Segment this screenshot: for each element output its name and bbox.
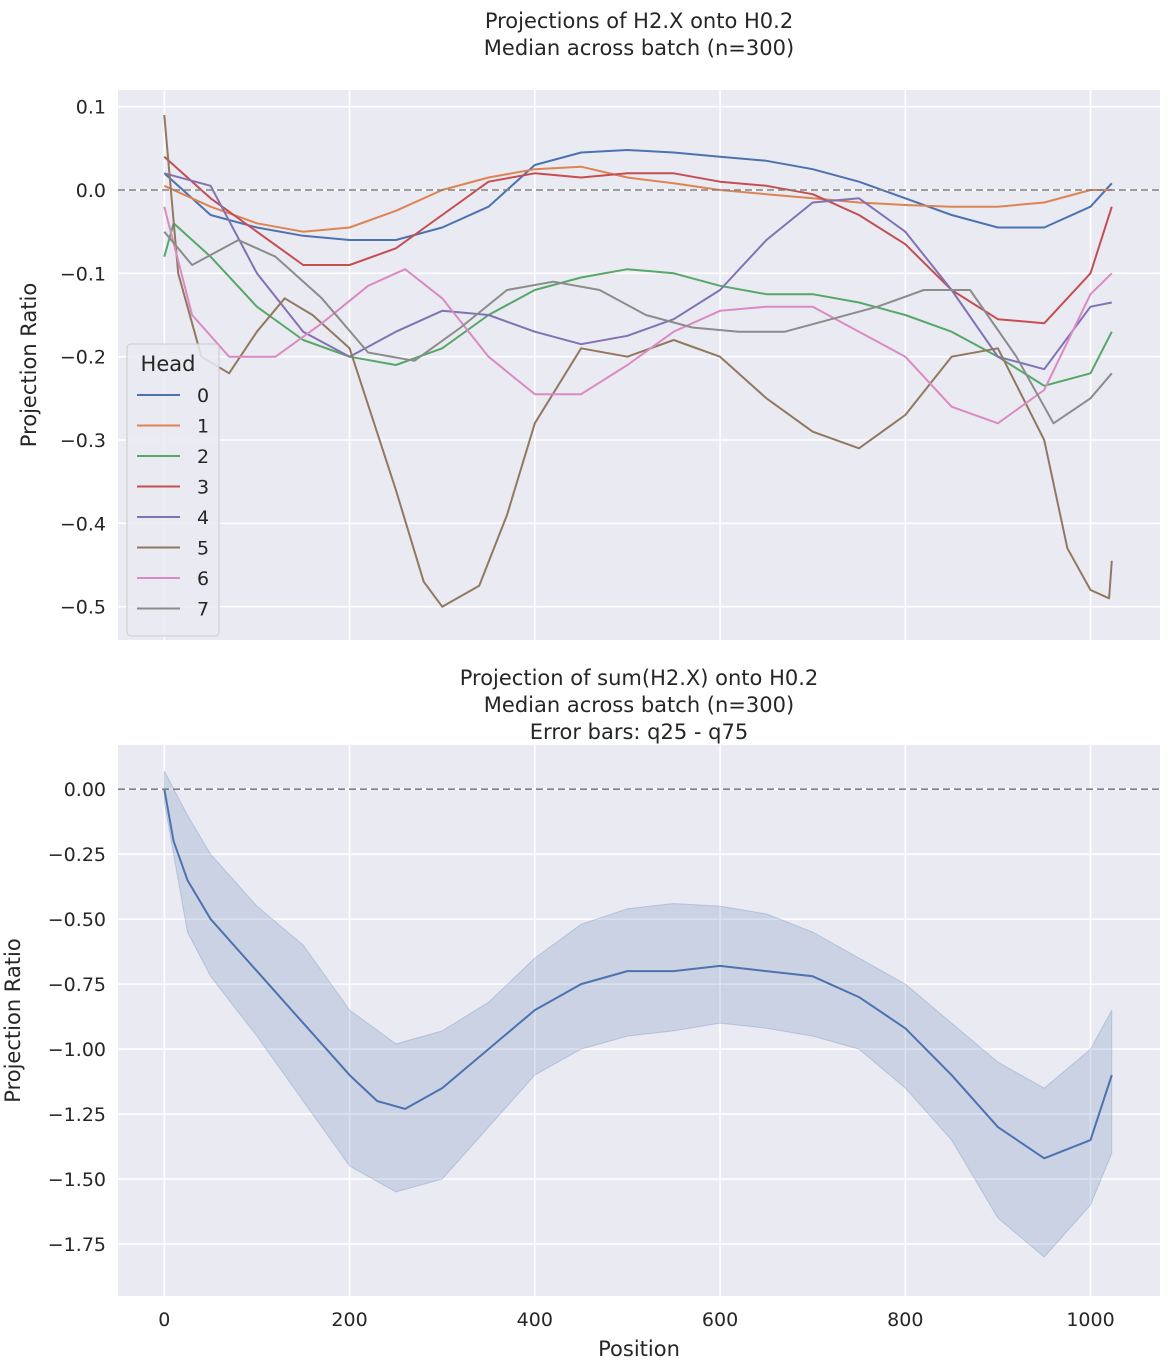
chart-title-line: Projection of sum(H2.X) onto H0.2	[460, 666, 819, 690]
legend-entry-label: 7	[197, 599, 209, 621]
x-tick-label: 800	[887, 1309, 923, 1331]
y-tick-label: −1.50	[48, 1169, 106, 1191]
plot-area	[118, 745, 1160, 1296]
legend-title: Head	[141, 352, 196, 376]
y-tick-label: −0.75	[48, 974, 106, 996]
error-band-q25-q75	[163, 770, 1113, 1258]
plot-content	[118, 770, 1160, 1258]
x-tick-label: 0	[158, 1309, 170, 1331]
plot-content	[118, 114, 1160, 608]
chart-title-line: Median across batch (n=300)	[484, 693, 794, 717]
legend-entry-label: 6	[197, 568, 209, 590]
series-line-head-6	[163, 206, 1113, 425]
y-tick-label: −0.50	[48, 909, 106, 931]
y-tick-label: −0.3	[60, 430, 106, 452]
x-tick-label: 1000	[1066, 1309, 1114, 1331]
y-tick-label: −0.5	[60, 597, 106, 619]
series-line-head-4	[164, 172, 1112, 371]
y-tick-label: −0.25	[48, 844, 106, 866]
chart-title-line: Error bars: q25 - q75	[530, 720, 748, 744]
x-tick-label: 600	[702, 1309, 738, 1331]
y-axis-label: Projection Ratio	[17, 283, 41, 447]
series-line-head-0	[163, 149, 1113, 241]
series-line-head-3	[163, 155, 1113, 325]
chart-panel-0: 0.1 0.0 −0.1 −0.2 −0.3 −0.4 −0.5 Projections of…	[17, 9, 1160, 640]
x-tick-label: 400	[517, 1309, 553, 1331]
y-tick-label: −0.1	[60, 263, 106, 285]
y-tick-label: 0.1	[76, 97, 106, 119]
y-tick-label: −1.25	[48, 1104, 106, 1126]
legend-entry-label: 4	[197, 507, 209, 529]
chart-panel-1: 0.00 −0.25 −0.50 −0.75 −1.00 −1.25 −1.50 −1.75 0…	[1, 666, 1160, 1361]
y-tick-label: 0.00	[64, 779, 106, 801]
y-tick-label: −1.00	[48, 1039, 106, 1061]
series-line-head-2	[163, 222, 1113, 387]
x-tick-label: 200	[331, 1309, 367, 1331]
y-tick-label: 0.0	[76, 180, 106, 202]
legend-entry-label: 3	[197, 477, 209, 499]
y-tick-label: −1.75	[48, 1234, 106, 1256]
series-line-median	[163, 789, 1113, 1160]
series-line-head-7	[163, 231, 1113, 425]
y-tick-label: −0.2	[60, 347, 106, 369]
series-line-head-5	[163, 114, 1113, 608]
legend-box	[126, 343, 220, 637]
series-line-head-1	[163, 165, 1112, 233]
y-axis-label: Projection Ratio	[1, 938, 25, 1102]
legend-entry-label: 5	[197, 538, 209, 560]
legend-entry-label: 2	[197, 446, 209, 468]
chart-title-line: Projections of H2.X onto H0.2	[485, 9, 793, 33]
legend-entry-label: 0	[197, 385, 209, 407]
y-tick-label: −0.4	[60, 513, 106, 535]
legend-entry-label: 1	[197, 416, 209, 438]
x-axis-label: Position	[598, 1337, 680, 1361]
chart-title-line: Median across batch (n=300)	[484, 36, 794, 60]
plot-area	[118, 90, 1160, 640]
